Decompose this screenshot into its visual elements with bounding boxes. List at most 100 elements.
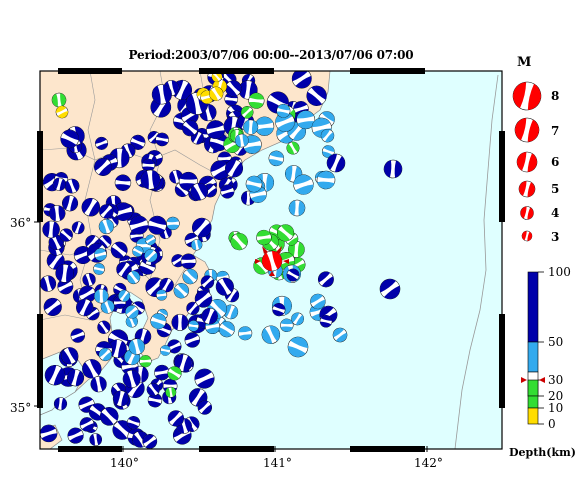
magnitude-label: 5 [551, 182, 560, 196]
earthquake-event [113, 202, 133, 222]
x-tick-label: 141° [263, 456, 292, 470]
earthquake-event [316, 170, 336, 190]
earthquake-event [48, 205, 66, 222]
earthquake-event [151, 84, 172, 105]
earthquake-event [82, 359, 102, 379]
earthquake-event [89, 433, 103, 446]
earthquake-event [95, 136, 109, 150]
earthquake-event [293, 174, 314, 195]
earthquake-event [156, 289, 168, 301]
earthquake-event [182, 268, 198, 285]
depth-tick-label: 0 [548, 417, 556, 431]
earthquake-event [245, 175, 263, 193]
earthquake-event [128, 338, 145, 355]
earthquake-event [310, 293, 326, 310]
earthquake-event [230, 232, 248, 251]
earthquake-event [256, 229, 272, 246]
earthquake-event [55, 105, 69, 119]
earthquake-event [88, 403, 107, 421]
earthquake-event [140, 169, 161, 190]
earthquake-event [240, 106, 254, 119]
magnitude-label: 6 [551, 155, 560, 169]
earthquake-event [332, 327, 348, 343]
frame-border-bars [34, 68, 505, 452]
earthquake-event [234, 133, 249, 148]
earthquake-event [291, 312, 304, 326]
earthquake-event [40, 275, 57, 292]
earthquake-event [280, 318, 294, 333]
depth-tick-label: 10 [548, 401, 564, 415]
earthquake-event [180, 253, 197, 270]
earthquake-event [150, 313, 167, 330]
earthquake-event [209, 86, 224, 101]
depth-tick-label: 50 [548, 335, 564, 349]
earthquake-event [40, 424, 58, 443]
highlighted-event-symbol [261, 250, 283, 272]
earthquake-event [286, 268, 300, 282]
earthquake-event [70, 328, 85, 343]
earthquake-event [215, 277, 234, 296]
depth-tick-label: 30 [548, 373, 564, 387]
earthquake-event [112, 390, 129, 407]
earthquake-event [159, 277, 174, 293]
earthquake-event [184, 332, 200, 348]
earthquake-event [288, 199, 306, 217]
earthquake-event [326, 153, 346, 173]
event-markers [40, 71, 403, 449]
earthquake-event [276, 224, 295, 242]
earthquake-event [167, 339, 182, 354]
earthquake-event [144, 249, 158, 263]
earthquake-event [296, 110, 316, 130]
earthquake-event [165, 386, 177, 398]
earthquake-event [73, 246, 92, 265]
earthquake-event [276, 103, 291, 118]
earthquake-event [147, 215, 167, 235]
earthquake-event [42, 220, 60, 239]
earthquake-event [142, 434, 158, 449]
earthquake-event [181, 119, 199, 137]
earthquake-event [320, 129, 335, 143]
earthquake-event [98, 347, 112, 362]
earthquake-event [243, 119, 259, 135]
earthquake-event [154, 364, 170, 381]
earthquake-event [254, 116, 275, 136]
map-title: Period:2003/07/06 00:00--2013/07/06 07:0… [128, 48, 414, 62]
earthquake-event [306, 85, 327, 106]
earthquake-event [225, 159, 244, 178]
earthquake-event [383, 159, 403, 179]
earthquake-event [51, 92, 67, 108]
earthquake-event [238, 326, 253, 341]
earthquake-event [59, 228, 73, 242]
earthquake-event [94, 248, 107, 261]
magnitude-legend-symbol [518, 180, 536, 198]
earthquake-event [43, 297, 62, 317]
earthquake-event [94, 288, 109, 304]
magnitude-label: 4 [551, 206, 560, 220]
earthquake-event [160, 345, 171, 356]
earthquake-event [99, 407, 119, 426]
earthquake-event [94, 157, 113, 176]
y-tick-label: 36° [10, 216, 32, 230]
earthquake-event [167, 410, 185, 427]
earthquake-event [99, 204, 114, 219]
earthquake-event [52, 177, 67, 191]
highlighted-event [255, 246, 289, 276]
earthquake-event [155, 132, 169, 147]
earthquake-event [191, 217, 212, 238]
earthquake-event [261, 325, 281, 344]
magnitude-label: 7 [551, 124, 560, 138]
earthquake-event [114, 174, 132, 191]
earthquake-event [110, 241, 128, 259]
depth-tick-label: 100 [548, 265, 571, 279]
earthquake-event [44, 364, 66, 386]
magnitude-legend-symbol [512, 81, 542, 111]
magnitude-legend-symbol [520, 206, 534, 220]
earthquake-event [61, 195, 79, 212]
magnitude-legend-symbol [514, 117, 540, 143]
earthquake-event [167, 366, 182, 381]
earthquake-event [81, 197, 100, 217]
earthquake-event [225, 80, 242, 97]
magnitude-legend-title: M [517, 55, 532, 70]
earthquake-event [93, 263, 105, 275]
